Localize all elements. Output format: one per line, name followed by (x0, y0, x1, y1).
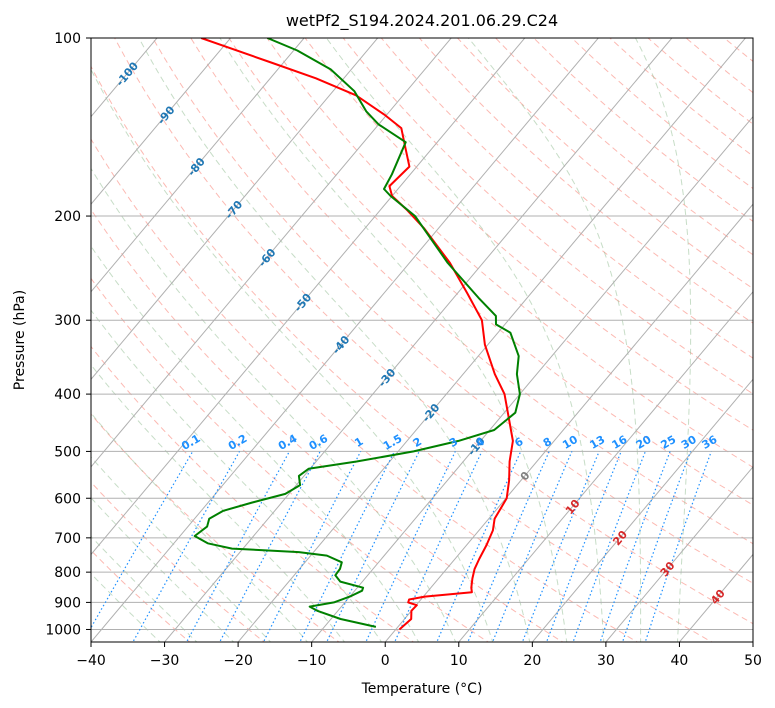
mixing-ratio-line (365, 451, 456, 642)
isotherm-gridline (91, 38, 232, 205)
mixing-ratio-line (599, 451, 671, 642)
mixing-ratio-line (621, 451, 692, 642)
mixing-ratio-line (467, 451, 550, 642)
isotherm-gridline (91, 38, 452, 468)
isotherm-gridline (237, 38, 747, 642)
isotherm-gridline (311, 115, 753, 642)
dry-adiabat-line (380, 38, 753, 359)
y-axis-label: Pressure (hPa) (12, 290, 28, 390)
moist-adiabat-line (91, 167, 457, 642)
x-tick-label: −40 (76, 653, 106, 669)
x-tick-label: 20 (523, 653, 541, 669)
isotherm-gridline (605, 466, 753, 642)
x-tick-label: 50 (744, 653, 762, 669)
isotherm-gridline (91, 38, 379, 381)
mixing-ratio-line (491, 451, 573, 642)
mixing-ratio-line (521, 451, 600, 642)
dry-adiabat-line (91, 413, 340, 642)
x-tick-label: 0 (381, 653, 390, 669)
y-tick-label: 300 (54, 313, 81, 329)
y-tick-label: 500 (54, 444, 81, 460)
plot-frame (90, 37, 754, 643)
x-tick-label: −20 (223, 653, 253, 669)
x-tick-label: 30 (597, 653, 615, 669)
mixing-ratio-line (644, 451, 712, 642)
isotherm-gridline (531, 378, 753, 642)
isotherm-gridline (91, 38, 600, 642)
dry-adiabat-line (342, 38, 753, 395)
dry-adiabat-line (418, 38, 753, 324)
mixing-ratio-line (572, 451, 646, 642)
isotherm-gridline (91, 38, 526, 556)
mixing-ratio-line (185, 451, 290, 642)
temperature-profile-line (200, 38, 514, 631)
mixing-ratio-line (219, 451, 321, 642)
chart-title: wetPf2_S194.2024.201.06.29.C24 (286, 11, 558, 31)
mixing-ratio-line (326, 451, 420, 642)
dry-adiabat-line (152, 38, 753, 584)
dry-adiabat-line (114, 38, 753, 625)
x-axis-label: Temperature (°C) (361, 681, 483, 697)
y-tick-label: 700 (54, 531, 81, 547)
x-tick-label: 40 (671, 653, 689, 669)
mixing-ratio-line (262, 451, 362, 642)
y-tick-label: 900 (54, 595, 81, 611)
dewpoint-profile-line (193, 38, 521, 628)
x-tick-label: −30 (150, 653, 180, 669)
mixing-ratio-line (545, 451, 622, 642)
dry-adiabat-line (91, 481, 266, 642)
y-tick-label: 100 (54, 31, 81, 47)
isotherm-gridline (163, 38, 673, 642)
x-tick-label: −10 (297, 653, 327, 669)
y-tick-label: 200 (54, 209, 81, 225)
y-tick-label: 400 (54, 387, 81, 403)
dry-adiabat-line (228, 38, 753, 506)
isotherm-gridline (91, 38, 305, 293)
y-tick-label: 800 (54, 565, 81, 581)
isotherm-gridline (384, 203, 753, 642)
x-tick-label: 10 (450, 653, 468, 669)
isotherm-gridline (458, 290, 753, 642)
y-tick-label: 1000 (45, 622, 81, 638)
y-tick-label: 600 (54, 491, 81, 507)
